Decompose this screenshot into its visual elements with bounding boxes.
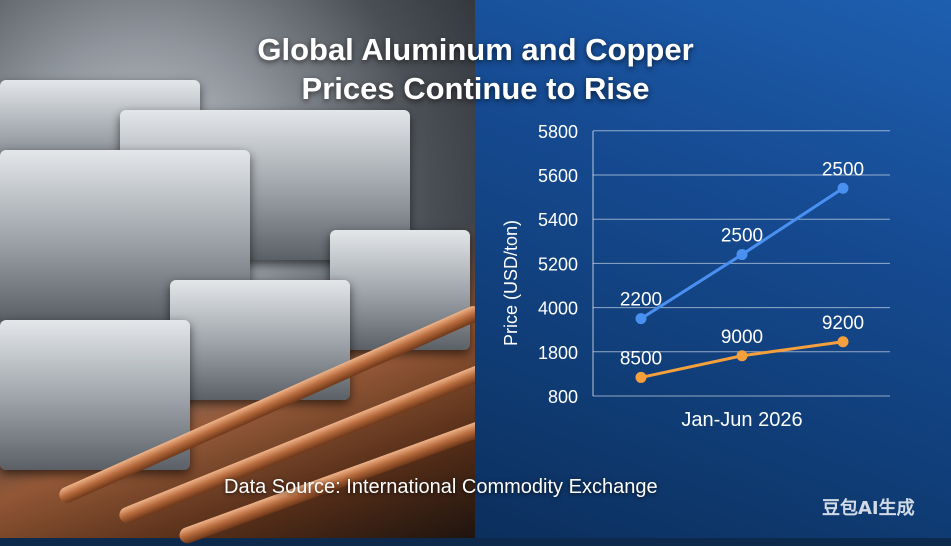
y-tick-label: 5400 <box>538 210 578 230</box>
y-tick-label: 5600 <box>538 166 578 186</box>
title-line-2: Prices Continue to Rise <box>301 71 650 106</box>
page-title: Global Aluminum and Copper Prices Contin… <box>0 30 951 108</box>
data-source: Data Source: International Commodity Exc… <box>224 476 658 498</box>
x-axis-label: Jan-Jun 2026 <box>681 409 802 431</box>
data-point <box>736 350 748 362</box>
title-line-1: Global Aluminum and Copper <box>257 32 694 67</box>
data-point <box>837 336 849 348</box>
y-tick-label: 4000 <box>538 299 578 319</box>
data-label: 8500 <box>620 348 662 369</box>
data-label: 9200 <box>822 313 864 334</box>
y-tick-label: 1800 <box>538 343 578 363</box>
y-tick-label: 800 <box>548 387 578 407</box>
y-tick-label: 5200 <box>538 254 578 274</box>
data-point <box>837 182 849 194</box>
data-label: 9000 <box>721 327 763 348</box>
data-label: 2200 <box>620 290 662 311</box>
data-label: 2500 <box>721 226 763 247</box>
y-axis-label: Price (USD/ton) <box>501 220 521 346</box>
data-label: 2500 <box>822 159 864 180</box>
data-point <box>635 371 647 383</box>
data-point <box>736 249 748 261</box>
watermark-logo: 豆包AI生成 <box>822 498 915 519</box>
blue-background-panel <box>475 0 951 538</box>
data-point <box>635 313 647 325</box>
y-tick-label: 5800 <box>538 122 578 142</box>
